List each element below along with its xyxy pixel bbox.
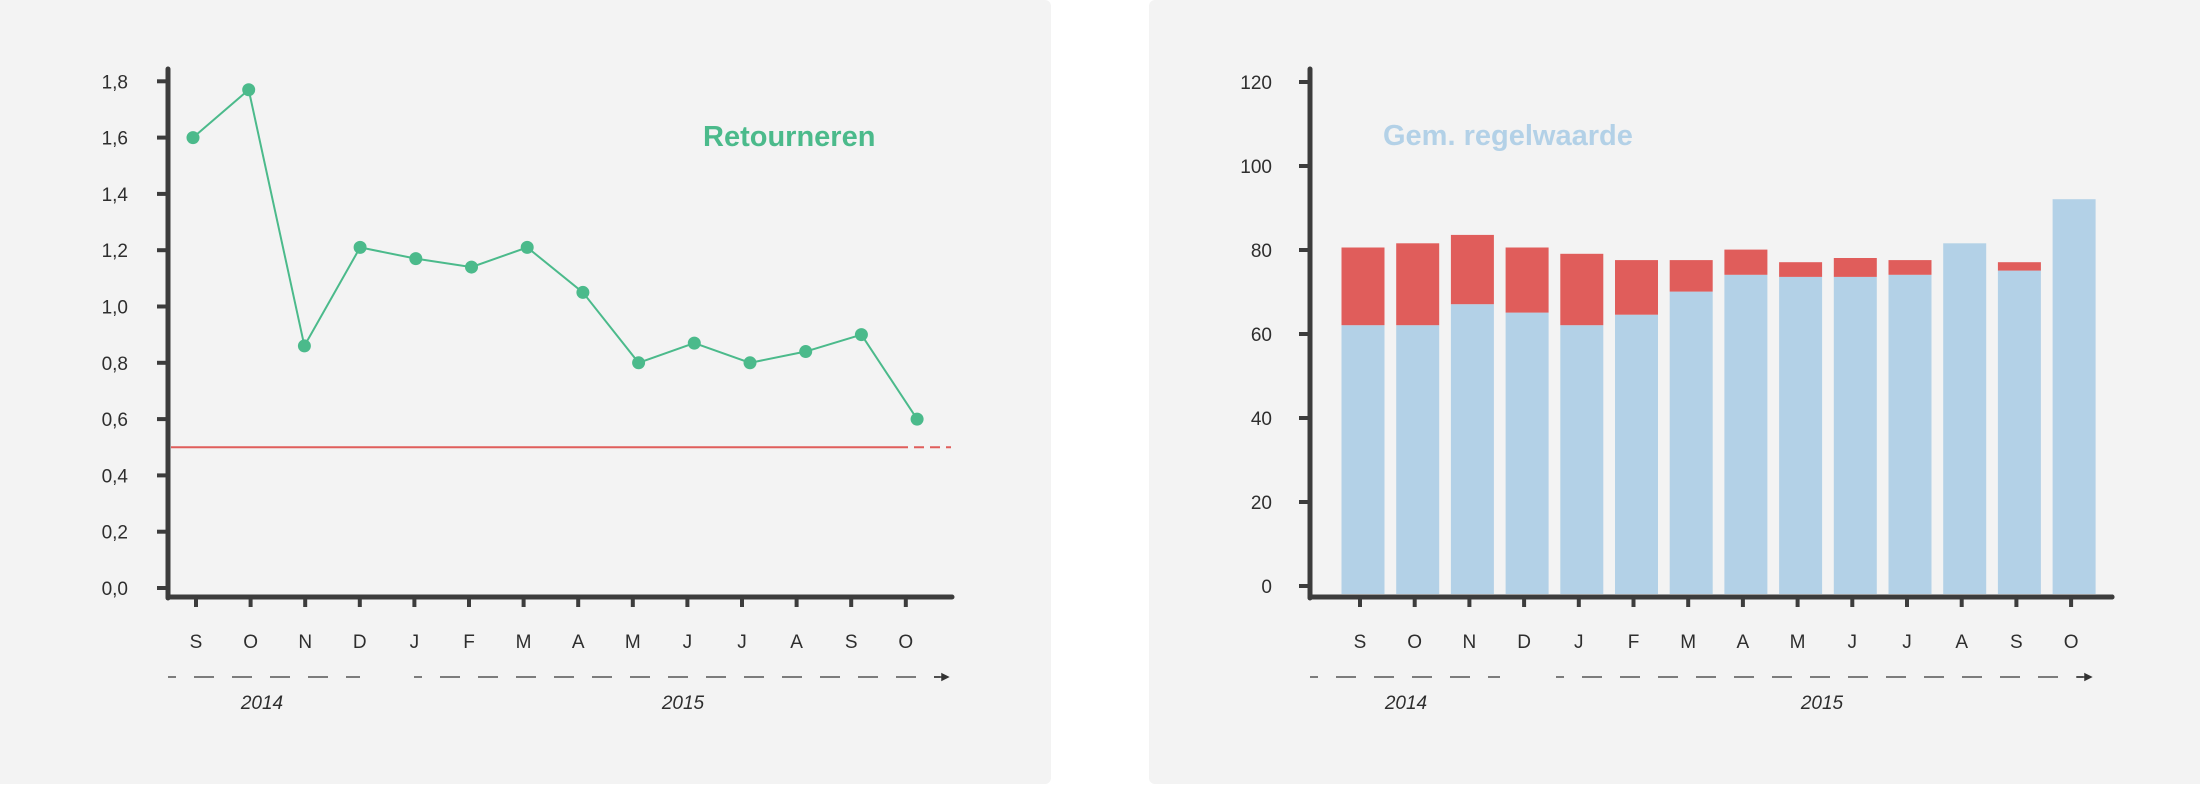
timeline-arrow-icon <box>934 672 950 682</box>
year-label-2014: 2014 <box>1384 693 1427 714</box>
data-point <box>186 131 200 145</box>
y-tick-label: 1,6 <box>102 129 128 150</box>
chart-title-gem-regelwaarde: Gem. regelwaarde <box>1383 120 1633 152</box>
data-point <box>799 345 813 359</box>
y-tick-label: 0,2 <box>102 523 128 544</box>
bar-segment-extra <box>1341 247 1385 326</box>
data-point <box>520 240 534 254</box>
x-tick-label: J <box>1574 632 1584 653</box>
data-point <box>910 412 924 426</box>
bar-segment-extra <box>1669 260 1713 292</box>
y-tick-label: 80 <box>1251 241 1272 262</box>
bar-segment-base <box>1724 274 1768 594</box>
x-tick-label: F <box>463 632 475 653</box>
bar-segment-base <box>1943 243 1987 595</box>
year-label-2015: 2015 <box>1800 693 1844 714</box>
x-tick-label: J <box>737 632 747 653</box>
y-tick-label: 0 <box>1261 577 1272 598</box>
bar-segment-extra <box>1997 262 2041 271</box>
y-tick-label: 1,0 <box>102 298 128 319</box>
x-tick-label: M <box>1790 632 1806 653</box>
year-label-2015: 2015 <box>661 693 705 714</box>
y-tick-label: 0,8 <box>102 354 128 375</box>
x-tick-label: O <box>243 632 258 653</box>
left-chart-panel <box>0 0 1051 784</box>
y-tick-label: 100 <box>1240 157 1272 178</box>
data-point <box>576 285 590 299</box>
x-tick-label: M <box>1680 632 1696 653</box>
x-tick-label: J <box>1902 632 1912 653</box>
data-point <box>297 339 311 353</box>
y-tick-label: 1,8 <box>102 72 128 93</box>
x-tick-label: O <box>1407 632 1422 653</box>
data-point <box>743 356 757 370</box>
bar-segment-base <box>2052 199 2096 594</box>
bar-segment-extra <box>1615 260 1658 315</box>
data-point <box>687 336 701 350</box>
x-tick-label: A <box>790 632 803 653</box>
chart-title-retourneren: Retourneren <box>703 121 875 153</box>
bar-segment-base <box>1396 325 1440 594</box>
x-tick-label: O <box>2064 632 2079 653</box>
y-tick-label: 60 <box>1251 325 1272 346</box>
bar-segment-base <box>1341 325 1385 594</box>
x-tick-label: J <box>683 632 693 653</box>
data-point <box>465 260 478 274</box>
timeline-arrow-icon <box>2077 672 2093 682</box>
year-label-2014: 2014 <box>240 693 283 714</box>
bar-segment-extra <box>1888 260 1932 275</box>
bar-chart-gem-regelwaarde: 0 20 40 60 80 100 120 S O N D J F M A M J J A S O 2014 2015 <box>1240 66 2115 714</box>
x-tick-label: M <box>625 632 641 653</box>
x-tick-label: A <box>572 632 585 653</box>
bar-segment-extra <box>1396 243 1440 326</box>
bar-segment-base <box>1669 291 1713 594</box>
bar-segment-extra <box>1779 262 1823 277</box>
y-tick-label: 1,2 <box>102 241 128 262</box>
x-tick-label: D <box>353 632 367 653</box>
data-point <box>854 328 868 342</box>
data-point <box>632 356 646 370</box>
bar-segment-base <box>1833 276 1877 594</box>
x-tick-label: J <box>1848 632 1858 653</box>
data-point <box>242 83 256 97</box>
y-tick-label: 0,6 <box>102 410 128 431</box>
bar-segment-base <box>1560 325 1604 594</box>
bar-segment-extra <box>1505 247 1549 313</box>
y-tick-label: 20 <box>1251 493 1272 514</box>
bar-segment-base <box>1997 270 2041 594</box>
x-tick-label: S <box>190 632 203 653</box>
x-tick-label: S <box>2010 632 2023 653</box>
x-tick-label: M <box>516 632 532 653</box>
y-tick-label: 0,4 <box>102 466 129 487</box>
y-tick-label: 0,0 <box>102 579 128 600</box>
bar-segment-base <box>1615 314 1658 594</box>
bar-segment-extra <box>1450 234 1494 305</box>
x-tick-label: S <box>845 632 858 653</box>
bar-segment-extra <box>1560 253 1604 326</box>
x-tick-label: S <box>1354 632 1367 653</box>
bar-segment-base <box>1888 274 1932 594</box>
y-tick-label: 1,4 <box>102 185 129 206</box>
x-tick-label: A <box>1955 632 1968 653</box>
line-chart-retourneren: 0,0 0,2 0,4 0,6 0,8 1,0 1,2 1,4 1,6 1,8 S O N D J F M A M J… <box>102 66 955 714</box>
bar-segment-extra <box>1833 258 1877 277</box>
y-tick-label: 40 <box>1251 409 1272 430</box>
data-point <box>353 240 367 254</box>
x-tick-label: J <box>410 632 420 653</box>
x-tick-label: N <box>298 632 312 653</box>
bar-segment-base <box>1779 276 1823 594</box>
bar-segment-extra <box>1724 249 1768 275</box>
x-tick-label: A <box>1737 632 1750 653</box>
x-tick-label: F <box>1628 632 1640 653</box>
x-tick-label: O <box>898 632 913 653</box>
data-point <box>409 252 423 266</box>
y-tick-label: 120 <box>1240 73 1272 94</box>
bar-segment-base <box>1450 304 1494 594</box>
x-tick-label: D <box>1517 632 1531 653</box>
bar-segment-base <box>1505 312 1549 594</box>
x-tick-label: N <box>1463 632 1477 653</box>
data-line <box>192 87 918 420</box>
